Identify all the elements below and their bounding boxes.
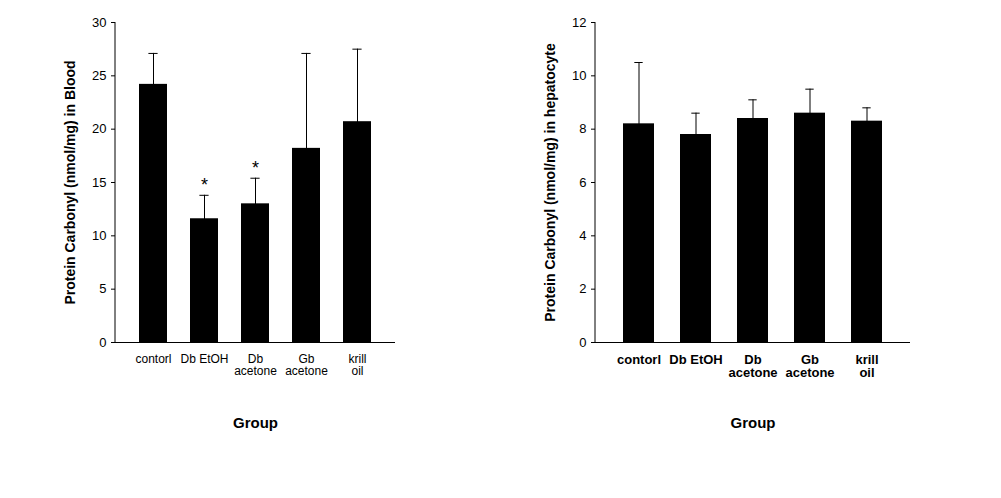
svg-text:Protein Carbonyl (nmol/mg) in: Protein Carbonyl (nmol/mg) in hepatocyte: [542, 43, 558, 322]
svg-text:30: 30: [92, 15, 106, 30]
svg-text:contorl: contorl: [617, 352, 661, 367]
svg-text:Db EtOH: Db EtOH: [669, 352, 722, 367]
svg-text:10: 10: [572, 68, 586, 83]
svg-text:0: 0: [579, 335, 586, 350]
svg-text:15: 15: [92, 175, 106, 190]
svg-text:Db EtOH: Db EtOH: [180, 352, 228, 366]
svg-text:Protein Carbonyl (nmol/mg) in: Protein Carbonyl (nmol/mg) in Blood: [62, 60, 78, 304]
svg-text:8: 8: [579, 121, 586, 136]
svg-text:2: 2: [579, 281, 586, 296]
svg-text:krilloil: krilloil: [855, 352, 878, 380]
svg-text:Gbacetone: Gbacetone: [785, 352, 834, 380]
svg-text:Group: Group: [233, 414, 278, 431]
svg-text:Dbacetone: Dbacetone: [234, 352, 277, 378]
svg-text:20: 20: [92, 121, 106, 136]
svg-text:4: 4: [579, 228, 586, 243]
svg-text:Gbacetone: Gbacetone: [285, 352, 328, 378]
svg-text:*: *: [201, 175, 208, 195]
svg-text:Dbacetone: Dbacetone: [728, 352, 777, 380]
svg-text:Group: Group: [731, 414, 776, 431]
svg-text:krilloil: krilloil: [349, 352, 367, 378]
svg-text:*: *: [252, 158, 259, 178]
svg-text:5: 5: [99, 281, 106, 296]
svg-text:25: 25: [92, 68, 106, 83]
svg-text:12: 12: [572, 15, 586, 30]
svg-text:6: 6: [579, 175, 586, 190]
svg-text:10: 10: [92, 228, 106, 243]
svg-text:contorl: contorl: [135, 352, 171, 366]
svg-text:0: 0: [99, 335, 106, 350]
